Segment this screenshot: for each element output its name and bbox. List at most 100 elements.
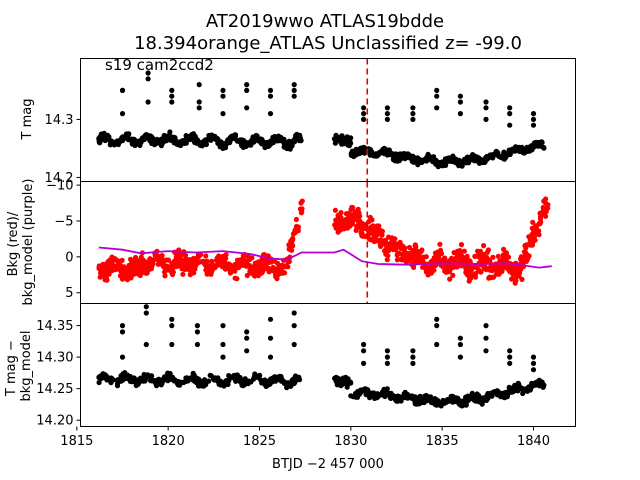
data-point <box>333 378 339 384</box>
data-point <box>245 253 251 259</box>
data-point <box>97 265 103 272</box>
data-point <box>241 137 247 144</box>
data-point <box>189 269 195 276</box>
data-point <box>333 225 339 231</box>
data-point <box>379 232 385 238</box>
data-point <box>139 258 145 264</box>
dip-point <box>434 316 440 322</box>
dip-point <box>457 99 463 105</box>
dip-point <box>194 323 200 329</box>
x-tick-label: 1830 <box>334 434 367 449</box>
data-point <box>526 253 532 259</box>
data-point <box>455 160 461 167</box>
data-point <box>438 247 444 253</box>
data-point <box>219 262 225 268</box>
data-point <box>132 139 138 145</box>
data-point <box>204 258 210 264</box>
data-point <box>446 158 452 164</box>
data-point <box>180 138 186 144</box>
data-point <box>379 391 385 397</box>
data-point <box>135 262 141 268</box>
data-point <box>209 260 215 266</box>
data-point <box>404 259 410 265</box>
data-point <box>411 264 417 270</box>
dip-point <box>244 82 250 88</box>
data-point <box>290 231 297 237</box>
data-point <box>450 272 456 278</box>
data-point <box>203 141 209 148</box>
data-point <box>338 210 344 216</box>
data-point <box>453 255 459 261</box>
dip-point <box>291 310 297 316</box>
data-point <box>247 265 253 271</box>
data-point <box>191 375 197 381</box>
data-point <box>367 390 373 396</box>
data-point <box>371 153 377 159</box>
dip-point <box>169 323 175 329</box>
bottom-panel-frame <box>80 303 576 427</box>
data-point <box>509 146 515 152</box>
x-tick-label: 1825 <box>243 434 276 449</box>
y-tick-label: 14.35 <box>36 319 73 334</box>
data-point <box>185 264 191 270</box>
data-point <box>536 220 543 226</box>
data-point <box>96 136 102 142</box>
data-point <box>503 393 509 399</box>
data-point <box>334 219 340 225</box>
data-point <box>298 210 304 216</box>
dip-point <box>169 99 175 105</box>
middle-panel-y-ticks: 5 0 −5 −10 <box>46 179 81 301</box>
dip-point <box>267 335 274 341</box>
data-point <box>158 143 164 149</box>
data-point <box>526 145 532 151</box>
y-tick-label: 5 <box>65 286 73 301</box>
data-point <box>285 264 291 270</box>
data-point <box>267 140 274 146</box>
bottom-panel-ylabel-line-2: bkg_model <box>19 330 34 401</box>
data-point <box>444 397 450 403</box>
data-point <box>284 385 290 391</box>
data-point <box>540 204 546 211</box>
data-point <box>496 267 502 273</box>
data-point <box>339 381 345 387</box>
middle-panel-ylabel: Bkg (red)/ bkg_model (purple) <box>6 179 36 306</box>
data-point <box>412 242 418 248</box>
data-point <box>485 247 491 253</box>
dip-point <box>483 335 489 341</box>
data-point <box>478 395 484 401</box>
data-point <box>483 155 489 161</box>
x-tick-label: 1835 <box>426 434 459 449</box>
data-point <box>117 262 123 268</box>
data-point <box>443 162 449 168</box>
data-point <box>132 271 138 277</box>
data-point <box>261 379 267 386</box>
data-point <box>212 133 218 139</box>
data-point <box>421 254 427 260</box>
data-point <box>481 243 487 249</box>
data-point <box>273 274 279 280</box>
data-point <box>97 140 103 146</box>
data-point <box>466 258 473 264</box>
data-point <box>265 265 271 271</box>
data-point <box>474 391 480 397</box>
data-point <box>103 268 109 274</box>
dip-point <box>267 354 274 360</box>
data-point <box>535 143 541 149</box>
dip-point <box>267 87 274 93</box>
data-point <box>486 275 492 281</box>
data-point <box>167 129 173 135</box>
data-point <box>530 143 536 149</box>
data-point <box>121 136 127 142</box>
data-point <box>348 151 354 157</box>
data-point <box>256 270 262 276</box>
data-point <box>203 253 209 259</box>
data-point <box>385 253 391 259</box>
data-point <box>199 379 205 385</box>
dip-point <box>483 105 489 111</box>
data-point <box>138 375 144 381</box>
data-point <box>429 156 435 162</box>
data-point <box>463 160 469 166</box>
data-point <box>539 379 545 385</box>
data-point <box>215 377 221 384</box>
